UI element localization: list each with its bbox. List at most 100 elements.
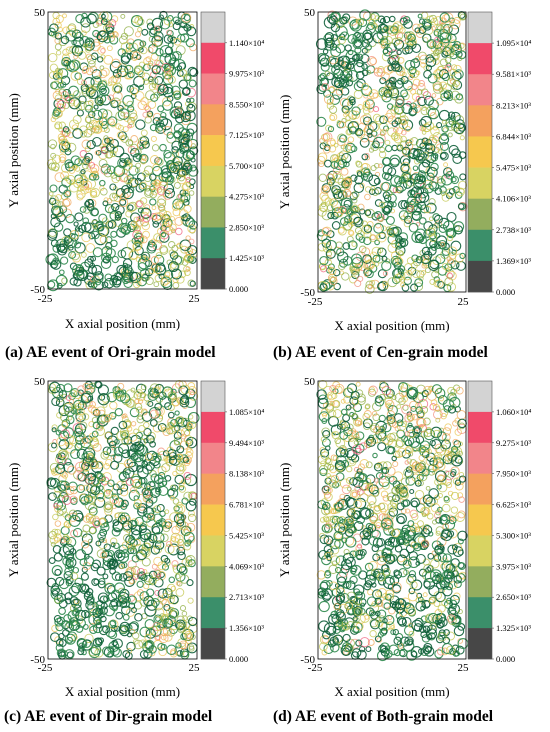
- ae-event-point: [318, 411, 330, 422]
- ae-event-point: [140, 207, 152, 219]
- ae-event-point: [183, 14, 191, 22]
- ae-event-point: [371, 410, 378, 417]
- ae-event-point: [358, 245, 367, 254]
- ae-event-point: [58, 389, 68, 399]
- ae-event-point: [369, 573, 377, 581]
- ae-event-point: [110, 239, 118, 248]
- ae-event-point: [179, 640, 189, 650]
- ae-event-point: [401, 149, 407, 155]
- ae-event-point: [183, 491, 193, 501]
- ae-event-point: [154, 607, 165, 618]
- ae-event-point: [157, 116, 169, 127]
- ae-event-point: [450, 447, 461, 458]
- ae-event-point: [400, 75, 409, 85]
- ae-event-point: [387, 405, 398, 416]
- ae-event-point: [333, 156, 340, 162]
- ae-event-point: [91, 167, 98, 174]
- ae-event-point: [340, 408, 348, 416]
- ae-event-point: [152, 117, 161, 126]
- ae-event-point: [133, 499, 142, 507]
- ae-event-point: [162, 83, 174, 95]
- ae-event-point: [329, 384, 337, 393]
- ae-event-point: [65, 523, 71, 529]
- ae-event-point: [151, 563, 158, 570]
- ae-event-point: [369, 618, 379, 628]
- ae-event-point: [81, 649, 87, 656]
- ae-event-point: [399, 174, 409, 184]
- ae-event-point: [152, 622, 162, 632]
- ae-event-point: [346, 520, 355, 529]
- ae-event-point: [51, 424, 58, 431]
- ae-event-point: [58, 430, 70, 442]
- ae-event-point: [416, 417, 426, 427]
- ae-event-point: [167, 15, 174, 22]
- ae-event-point: [51, 397, 61, 407]
- x-tick-label-right: 25: [458, 662, 470, 674]
- ae-event-point: [434, 69, 444, 78]
- ae-event-point: [160, 111, 167, 119]
- ae-event-point: [365, 23, 376, 34]
- ae-event-point: [179, 642, 187, 650]
- ae-event-point: [122, 276, 130, 285]
- ae-event-point: [369, 630, 377, 638]
- colorbar-segment: [201, 42, 225, 74]
- ae-event-point: [143, 427, 152, 437]
- ae-event-point: [393, 267, 404, 279]
- ae-event-point: [329, 508, 337, 515]
- ae-event-point: [354, 226, 363, 235]
- ae-event-point: [98, 158, 108, 168]
- ae-event-point: [130, 421, 137, 427]
- ae-event-point: [326, 538, 332, 545]
- ae-event-point: [132, 241, 142, 252]
- ae-event-point: [364, 193, 371, 201]
- ae-event-point: [183, 526, 192, 535]
- ae-event-point: [410, 137, 419, 146]
- ae-event-point: [88, 89, 99, 100]
- ae-event-point: [341, 152, 352, 164]
- ae-event-point: [339, 16, 348, 25]
- ae-event-point: [349, 575, 358, 585]
- ae-event-point: [69, 618, 75, 624]
- ae-event-point: [70, 449, 80, 460]
- colorbar-frame: [200, 11, 226, 290]
- ae-event-point: [392, 226, 402, 236]
- ae-event-point: [357, 18, 365, 26]
- ae-event-point: [183, 531, 195, 543]
- ae-event-point: [159, 396, 172, 408]
- ae-event-point: [124, 596, 131, 604]
- ae-event-point: [341, 105, 350, 114]
- ae-event-point: [423, 250, 433, 260]
- ae-event-point: [387, 229, 395, 238]
- ae-event-point: [414, 158, 421, 165]
- ae-event-point: [180, 136, 189, 145]
- ae-event-point: [103, 482, 114, 493]
- ae-event-point: [164, 72, 173, 81]
- ae-event-point: [179, 395, 189, 406]
- ae-event-point: [323, 571, 332, 579]
- ae-event-point: [186, 103, 196, 113]
- ae-event-point: [95, 381, 103, 389]
- ae-event-point: [146, 481, 156, 491]
- ae-event-point: [331, 399, 341, 409]
- ae-event-point: [88, 173, 97, 181]
- ae-event-point: [58, 184, 68, 194]
- ae-event-point: [177, 539, 185, 546]
- ae-event-point: [150, 135, 157, 142]
- ae-event-point: [155, 486, 161, 493]
- ae-event-point: [151, 386, 161, 396]
- ae-event-point: [79, 558, 88, 567]
- ae-event-point: [430, 399, 438, 406]
- ae-event-point: [456, 423, 467, 434]
- ae-event-point: [441, 432, 451, 442]
- ae-event-point: [111, 605, 118, 612]
- ae-event-point: [331, 187, 338, 194]
- colorbar-segment: [201, 12, 225, 44]
- ae-event-point: [56, 243, 66, 253]
- ae-event-point: [431, 384, 442, 395]
- ae-event-point: [121, 430, 127, 436]
- ae-event-point: [64, 562, 72, 570]
- ae-event-point: [435, 279, 444, 288]
- ae-event-point: [450, 175, 460, 185]
- ae-event-point: [78, 224, 87, 234]
- ae-event-point: [102, 256, 110, 264]
